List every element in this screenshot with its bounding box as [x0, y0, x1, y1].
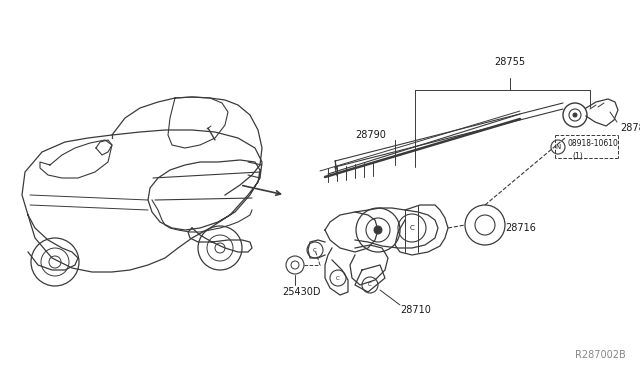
Text: 08918-10610: 08918-10610 [567, 138, 618, 148]
Text: C: C [336, 276, 340, 280]
Circle shape [573, 113, 577, 117]
Text: C: C [410, 225, 414, 231]
Text: C: C [368, 282, 372, 288]
Text: (1): (1) [572, 151, 583, 160]
Text: 28716: 28716 [505, 223, 536, 233]
Text: 25430D: 25430D [282, 287, 321, 297]
Circle shape [374, 226, 382, 234]
Text: 28782: 28782 [620, 123, 640, 133]
Text: 28710: 28710 [400, 305, 431, 315]
Text: R287002B: R287002B [575, 350, 626, 360]
Text: 28790: 28790 [355, 130, 386, 140]
Text: N: N [556, 144, 561, 150]
Text: 28755: 28755 [495, 57, 525, 67]
Text: C: C [313, 247, 317, 253]
